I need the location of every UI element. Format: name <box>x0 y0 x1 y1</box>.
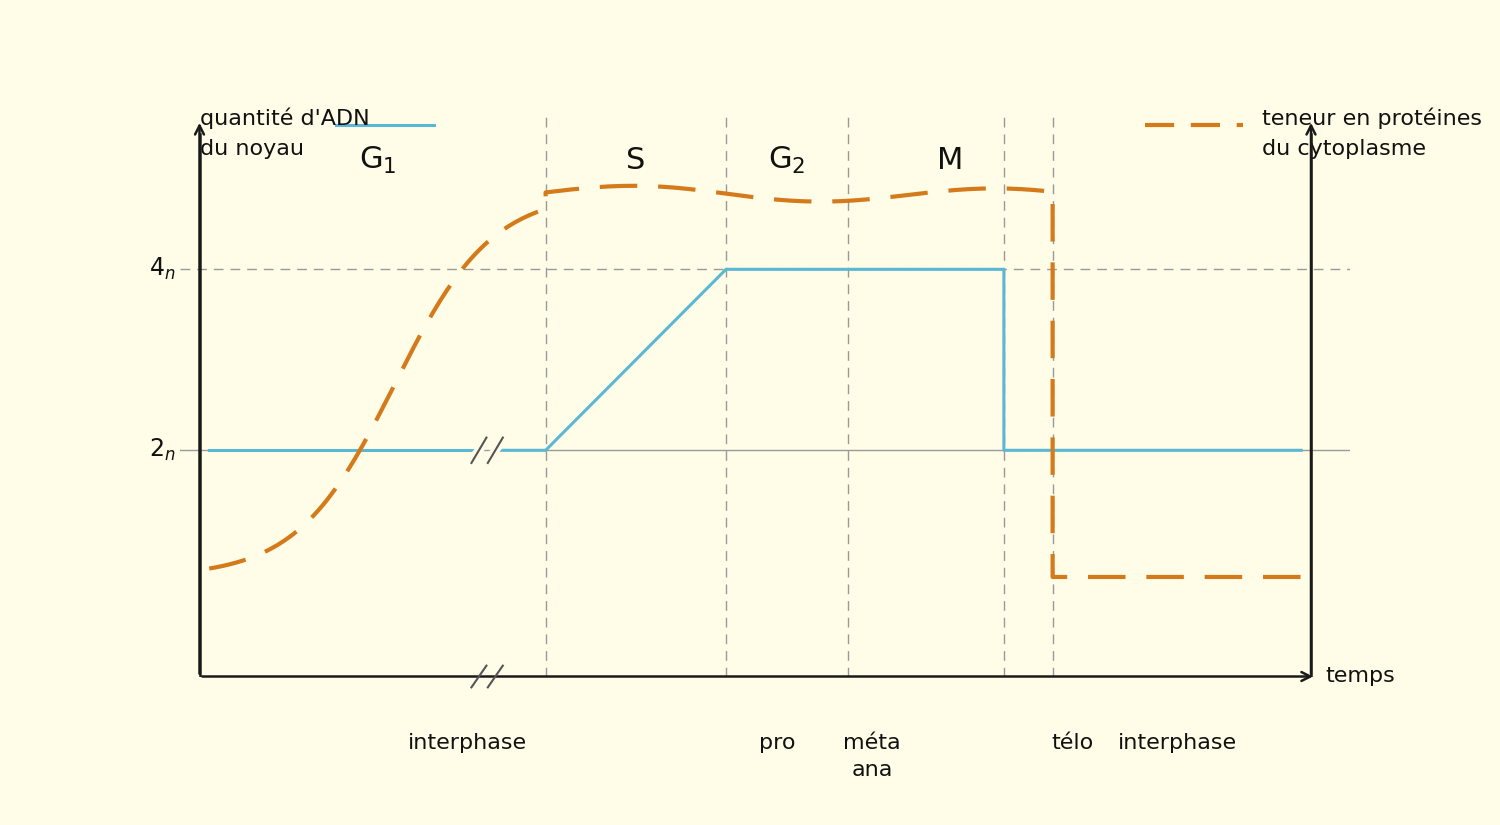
Text: interphase: interphase <box>1118 733 1236 752</box>
Text: du cytoplasme: du cytoplasme <box>1262 139 1426 159</box>
Text: du noyau: du noyau <box>200 139 303 159</box>
Text: M: M <box>938 146 963 175</box>
Text: G$_2$: G$_2$ <box>768 145 806 177</box>
Text: teneur en protéines: teneur en protéines <box>1262 107 1482 129</box>
Text: télo: télo <box>1052 733 1094 752</box>
Text: pro: pro <box>759 733 795 752</box>
Text: temps: temps <box>1326 667 1395 686</box>
Text: interphase: interphase <box>408 733 526 752</box>
Text: méta: méta <box>843 733 902 752</box>
Text: G$_1$: G$_1$ <box>358 145 396 177</box>
Text: ana: ana <box>852 760 892 780</box>
Text: S: S <box>626 146 645 175</box>
Text: 4$_n$: 4$_n$ <box>148 257 176 282</box>
Text: quantité d'ADN: quantité d'ADN <box>200 107 369 129</box>
Text: 2$_n$: 2$_n$ <box>148 437 176 464</box>
